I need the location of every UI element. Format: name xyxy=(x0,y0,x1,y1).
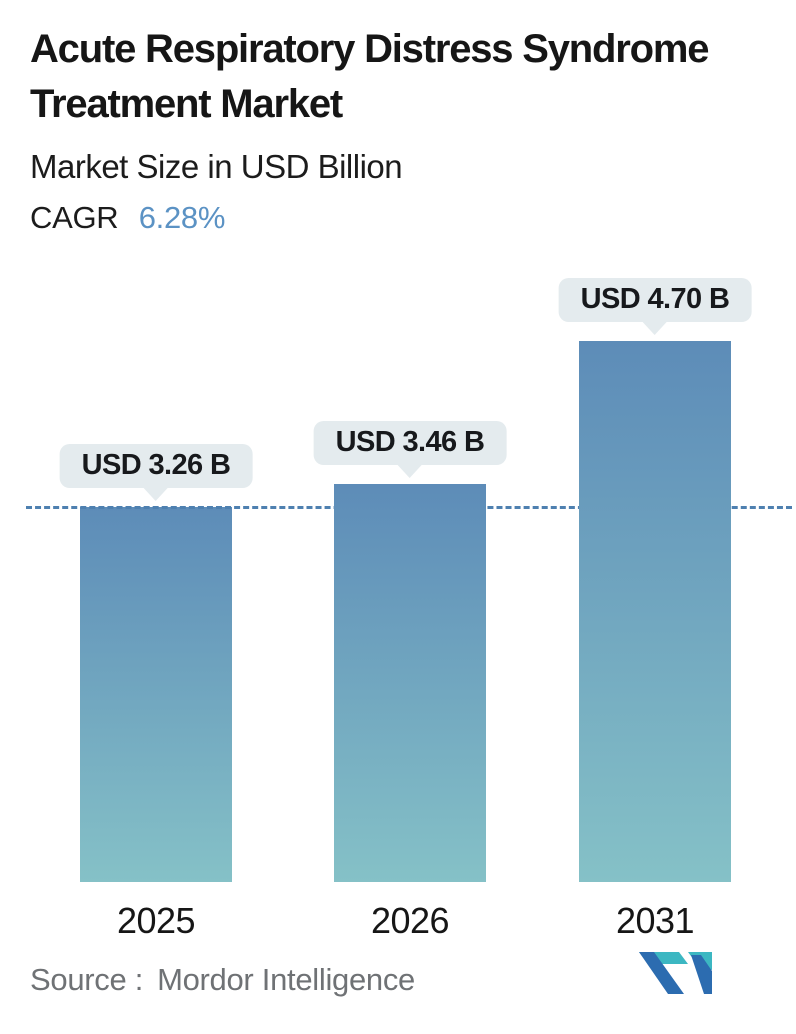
cagr-row: CAGR 6.28% xyxy=(30,200,776,236)
bar-chart: USD 3.26 B 2025 USD 3.46 B 2026 USD 4.70… xyxy=(0,270,796,941)
x-axis-label-2031: 2031 xyxy=(615,900,695,941)
chart-footer: Source : Mordor Intelligence xyxy=(0,952,796,1034)
value-tooltip-2026: USD 3.46 B xyxy=(313,421,507,465)
source-value: Mordor Intelligence xyxy=(157,962,415,997)
chart-subtitle: Market Size in USD Billion xyxy=(30,148,403,185)
source-line: Source : Mordor Intelligence xyxy=(30,962,415,998)
page-title-line-2: Treatment Market xyxy=(30,82,343,126)
source-label: Source : xyxy=(30,962,144,997)
value-tooltip-2031: USD 4.70 B xyxy=(558,278,752,322)
cagr-value: 6.28% xyxy=(138,200,226,235)
cagr-label: CAGR xyxy=(30,200,119,235)
x-axis-label-2025: 2025 xyxy=(116,900,196,941)
mordor-intelligence-logo xyxy=(639,952,712,994)
chart-header: Acute Respiratory Distress Syndrome Trea… xyxy=(30,22,776,236)
bar-2026 xyxy=(334,484,486,882)
value-tooltip-2025: USD 3.26 B xyxy=(59,444,253,488)
x-axis-label-2026: 2026 xyxy=(370,900,450,941)
page-title-line-1: Acute Respiratory Distress Syndrome xyxy=(30,27,709,71)
bar-2025 xyxy=(80,507,232,882)
bar-2031 xyxy=(579,341,731,882)
